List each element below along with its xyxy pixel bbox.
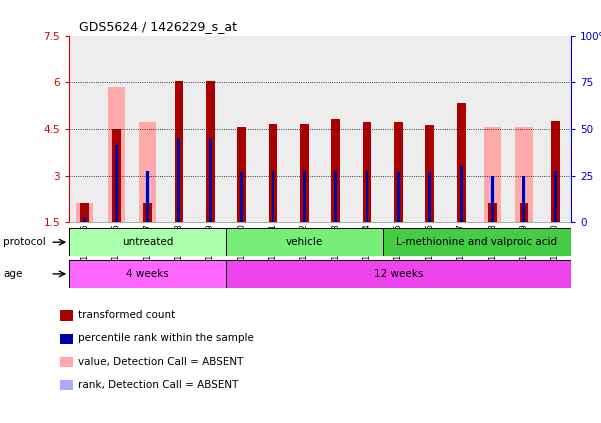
Bar [484,126,501,222]
Bar [488,203,497,222]
Bar [257,36,288,222]
Bar [491,176,494,222]
Bar [334,171,337,222]
Text: age: age [3,269,22,279]
Bar [383,36,414,222]
Text: vehicle: vehicle [285,237,323,247]
Bar [174,81,183,222]
Text: untreated: untreated [122,237,173,247]
Bar [163,36,195,222]
Bar [112,129,121,222]
Bar [100,36,132,222]
Bar [139,122,156,222]
Bar [519,203,528,222]
Bar [490,176,495,222]
Bar [76,203,93,222]
Bar [365,171,368,222]
Bar [331,119,340,222]
Bar [362,122,371,222]
Bar [515,127,532,222]
Bar [145,171,150,222]
Text: percentile rank within the sample: percentile rank within the sample [78,333,254,343]
Bar [114,145,118,222]
Bar [554,171,557,222]
Bar [445,36,477,222]
Bar [300,124,309,222]
Bar [414,36,445,222]
Text: transformed count: transformed count [78,310,175,320]
Bar [551,121,560,222]
Bar [146,171,149,222]
Bar [288,36,320,222]
Bar [540,36,571,222]
Text: 12 weeks: 12 weeks [374,269,423,279]
Bar [226,260,571,288]
Bar [84,217,86,222]
Bar [115,145,118,222]
Bar [522,176,526,222]
Text: L-methionine and valproic acid: L-methionine and valproic acid [396,237,557,247]
Bar [69,260,226,288]
Text: value, Detection Call = ABSENT: value, Detection Call = ABSENT [78,357,243,367]
Bar [477,36,508,222]
Text: protocol: protocol [3,237,46,247]
Bar [226,228,383,256]
Bar [303,171,306,222]
Bar [177,138,180,222]
Bar [81,203,89,222]
Bar [426,125,434,222]
Bar [209,138,212,222]
Bar [429,173,432,222]
Bar [460,166,463,222]
Bar [82,217,87,222]
Bar [226,36,257,222]
Bar [397,173,400,222]
Bar [272,171,275,222]
Bar [320,36,352,222]
Bar [508,36,540,222]
Bar [132,36,163,222]
Bar [69,228,226,256]
Text: rank, Detection Call = ABSENT: rank, Detection Call = ABSENT [78,380,239,390]
Text: 4 weeks: 4 weeks [126,269,169,279]
Bar [69,36,100,222]
Bar [206,81,215,222]
Bar [240,173,243,222]
Bar [394,122,403,222]
Bar [269,124,278,222]
Bar [457,103,466,222]
Bar [352,36,383,222]
Bar [522,176,525,222]
Bar [108,87,125,222]
Text: GDS5624 / 1426229_s_at: GDS5624 / 1426229_s_at [79,20,237,33]
Bar [143,203,152,222]
Bar [195,36,226,222]
Bar [383,228,571,256]
Bar [237,127,246,222]
